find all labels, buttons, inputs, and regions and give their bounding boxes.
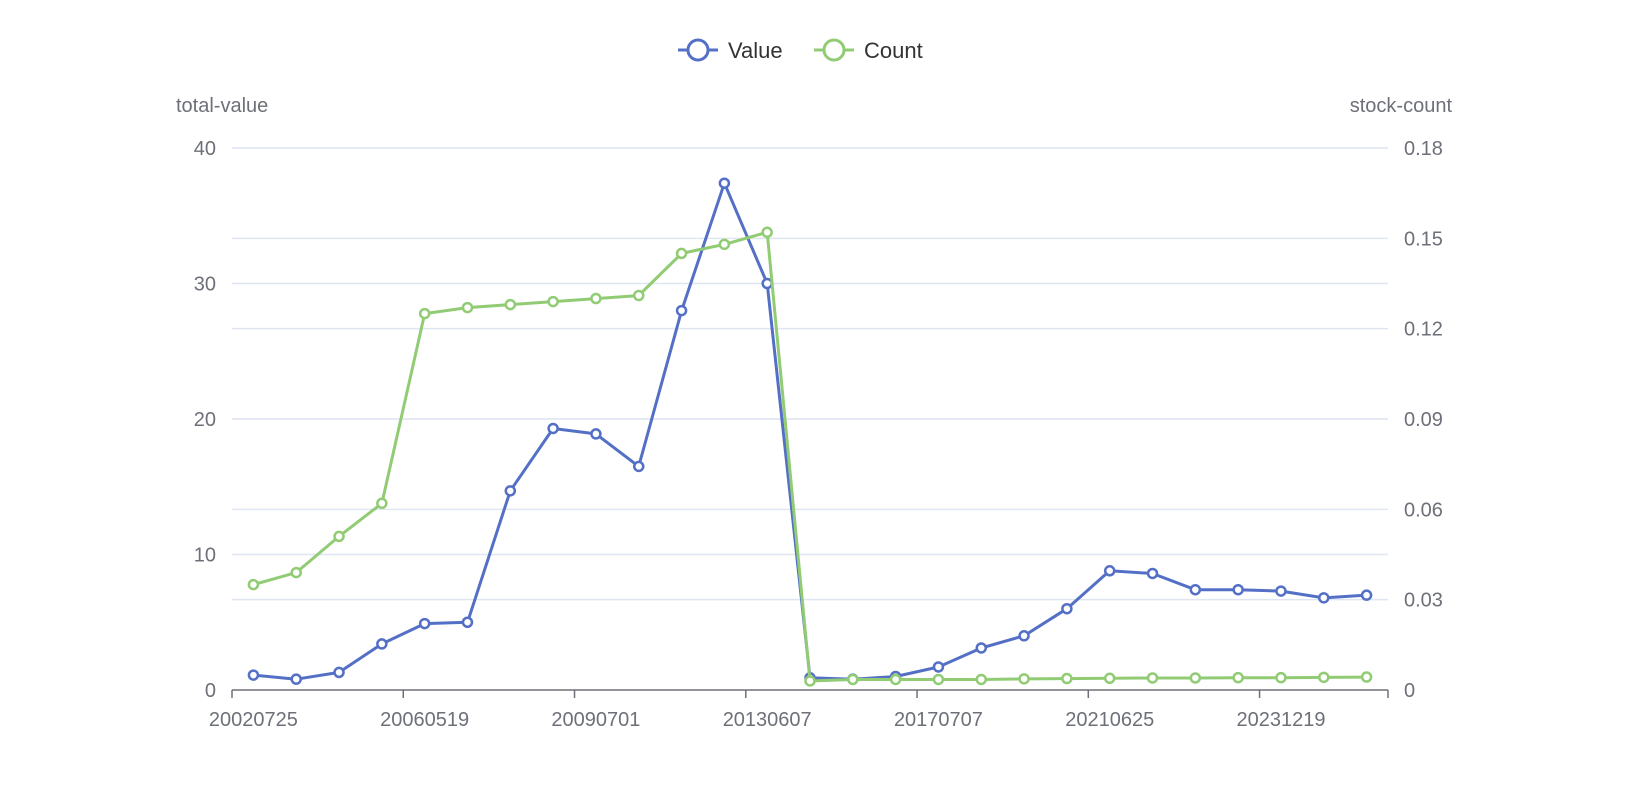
data-point-count[interactable] [675,247,688,260]
data-point-value[interactable] [590,428,602,440]
series-line-value [253,181,1367,681]
data-point-value[interactable] [1061,602,1073,615]
data-point-value[interactable] [632,460,645,473]
data-point-value[interactable] [290,673,302,685]
y-left-tick-label: 10 [194,545,216,567]
data-point-value[interactable] [547,422,559,435]
y-right-tick-label: 0.06 [1404,499,1443,521]
data-point-count[interactable] [247,578,260,591]
data-point-value[interactable] [1360,589,1373,601]
data-point-value[interactable] [1103,565,1116,577]
y-right-tick-label: 0.09 [1404,409,1443,431]
data-point-count[interactable] [804,675,816,687]
legend-label: Count [864,38,923,63]
data-point-value[interactable] [461,616,474,628]
x-tick-label: 20210625 [1065,709,1154,731]
data-point-value[interactable] [247,669,260,681]
data-point-count[interactable] [847,673,859,686]
x-tick-label: 20060519 [380,709,469,731]
series-layer [247,177,1373,687]
data-point-count[interactable] [1103,672,1116,685]
y-right-tick-label: 0.18 [1404,138,1443,160]
legend: Value Count [678,38,923,63]
data-point-count[interactable] [632,289,645,302]
legend-item-count[interactable]: Count [814,38,923,63]
data-point-count[interactable] [975,673,988,686]
data-point-value[interactable] [1275,585,1287,597]
y-right-tick-label: 0.03 [1404,590,1443,612]
data-point-count[interactable] [333,530,345,543]
data-point-value[interactable] [1232,583,1244,596]
data-point-value[interactable] [1018,630,1030,642]
data-point-count[interactable] [1061,672,1073,685]
data-point-value[interactable] [975,642,988,654]
data-point-count[interactable] [1275,671,1287,684]
legend-label: Value [728,38,783,63]
data-point-count[interactable] [761,226,773,239]
x-tick-label: 20130607 [723,709,812,731]
y-left-tick-label: 20 [194,409,216,431]
data-point-count[interactable] [1189,672,1202,684]
data-point-count[interactable] [547,295,559,308]
data-point-value[interactable] [418,617,431,630]
legend-item-value[interactable]: Value [678,38,783,63]
data-point-count[interactable] [1146,672,1159,684]
data-point-count[interactable] [376,497,388,510]
data-point-value[interactable] [1318,592,1330,604]
legend-marker-icon [822,38,846,62]
series-line-count [252,230,1367,683]
data-point-count[interactable] [461,301,474,314]
data-point-count[interactable] [1018,673,1030,685]
data-point-value[interactable] [504,485,517,497]
y-left-axis-name: total-value [176,95,268,117]
data-point-count[interactable] [889,673,902,686]
y-right-tick-label: 0 [1404,680,1415,702]
data-point-count[interactable] [504,298,517,311]
y-left-tick-label: 40 [194,138,216,160]
grid [232,147,1388,601]
data-point-count[interactable] [718,238,731,251]
x-tick-label: 20090701 [551,709,640,731]
data-point-value[interactable] [675,304,688,317]
data-point-count[interactable] [1318,671,1330,684]
y-left-tick-label: 30 [194,274,216,296]
data-point-value[interactable] [333,666,345,679]
axes: 0 10 20 30 40 0 0.03 0.06 0.09 0.12 0.15 0.18 total-… [176,95,1452,731]
data-point-count[interactable] [590,292,602,305]
x-tick-label: 20231219 [1236,709,1325,731]
y-left-tick-label: 0 [205,680,216,702]
data-point-count[interactable] [290,566,302,579]
data-point-value[interactable] [932,661,945,673]
data-point-value[interactable] [376,638,388,650]
y-right-tick-label: 0.12 [1404,319,1443,341]
x-tick-label: 20170707 [894,709,983,731]
data-point-count[interactable] [932,673,945,686]
data-point-count[interactable] [418,307,431,320]
x-tick-label: 20020725 [209,709,298,731]
data-point-value[interactable] [1146,567,1159,580]
y-right-tick-label: 0.15 [1404,228,1443,250]
data-point-count[interactable] [1232,671,1244,684]
legend-marker-icon [686,38,710,62]
data-point-count[interactable] [1360,671,1373,683]
data-point-value[interactable] [718,177,731,189]
data-point-value[interactable] [1189,583,1202,596]
y-right-axis-name: stock-count [1350,95,1453,117]
